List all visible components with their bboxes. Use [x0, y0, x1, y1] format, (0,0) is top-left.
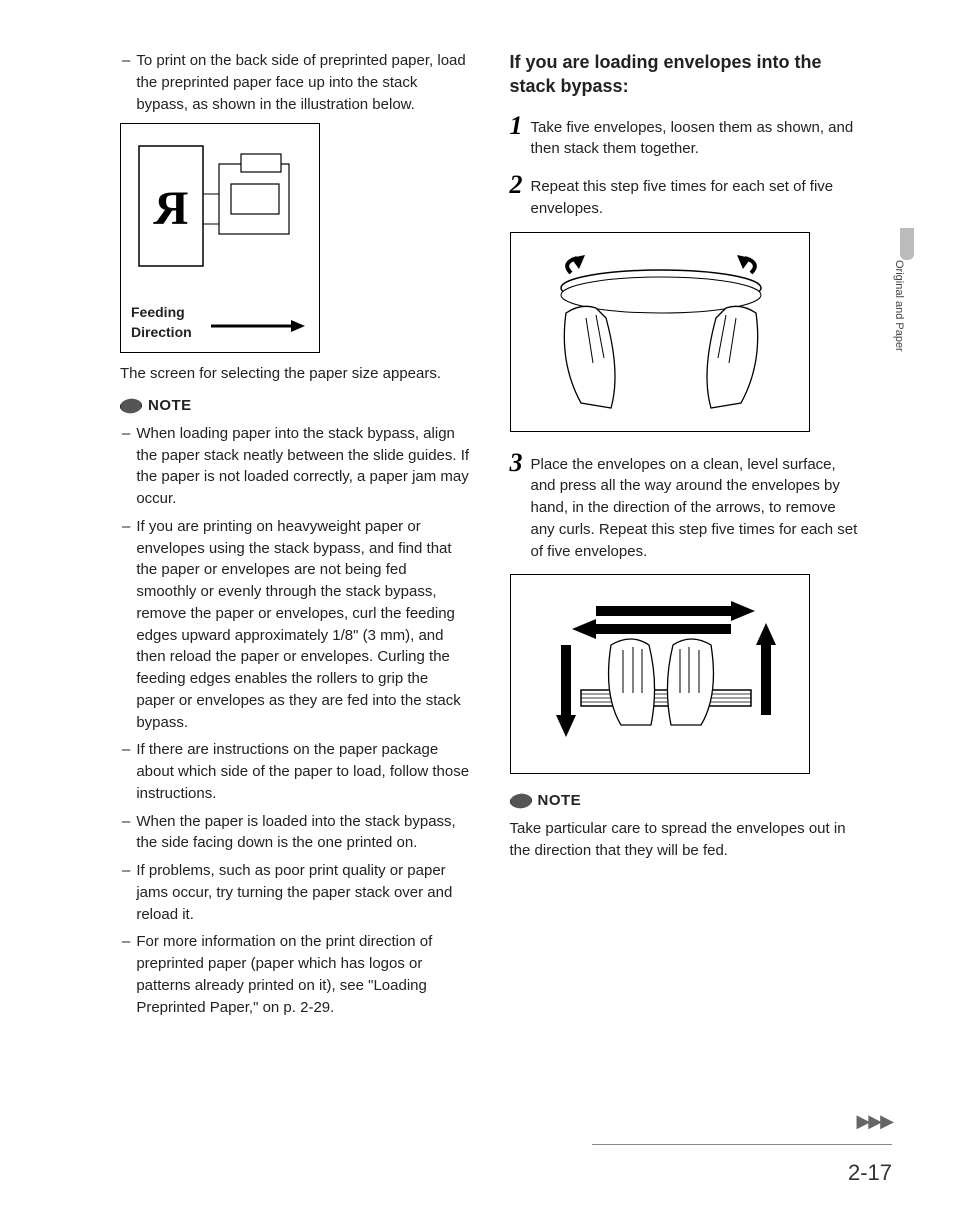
intro-bullet: – To print on the back side of preprinte…	[120, 50, 470, 115]
right-column: If you are loading envelopes into the st…	[510, 50, 895, 1024]
note-text-1: If you are printing on heavyweight paper…	[136, 516, 469, 734]
feeding-line1: Feeding	[131, 304, 185, 320]
step-number-1: 1	[510, 113, 523, 139]
footer-rule	[592, 1144, 892, 1145]
envelopes-heading: If you are loading envelopes into the st…	[510, 50, 860, 99]
note-item-2: – If there are instructions on the paper…	[120, 739, 470, 804]
note-heading-left: NOTE	[120, 395, 470, 417]
dash-icon: –	[122, 423, 130, 510]
illustration-feeding-direction: R Feeding Direction	[120, 123, 320, 353]
dash-icon: –	[122, 860, 130, 925]
note-text-0: When loading paper into the stack bypass…	[136, 423, 469, 510]
note-item-4: – If problems, such as poor print qualit…	[120, 860, 470, 925]
side-tab-label: Original and Paper	[890, 260, 906, 352]
page-footer: ▶▶▶ 2-17	[592, 1108, 892, 1189]
note-text-5: For more information on the print direct…	[136, 931, 469, 1018]
dash-icon: –	[122, 931, 130, 1018]
pencil-note-icon	[119, 397, 142, 415]
page-number: 2-17	[848, 1157, 892, 1189]
note-label-left: NOTE	[148, 395, 192, 417]
note-label-right: NOTE	[538, 790, 582, 812]
note-text-3: When the paper is loaded into the stack …	[136, 811, 469, 855]
pencil-note-icon	[509, 792, 532, 810]
intro-bullet-text: To print on the back side of preprinted …	[136, 50, 469, 115]
illustration-press-envelopes	[510, 574, 810, 774]
loosen-envelopes-svg	[511, 233, 811, 433]
dash-icon: –	[122, 50, 130, 115]
note-heading-right: NOTE	[510, 790, 860, 812]
note-item-1: – If you are printing on heavyweight pap…	[120, 516, 470, 734]
step-1: 1 Take five envelopes, loosen them as sh…	[510, 113, 860, 161]
dash-icon: –	[122, 739, 130, 804]
step-text-2: Repeat this step five times for each set…	[531, 176, 860, 220]
step-2: 2 Repeat this step five times for each s…	[510, 172, 860, 220]
side-tab-bar	[900, 228, 914, 260]
step-text-3: Place the envelopes on a clean, level su…	[531, 454, 860, 563]
step-number-3: 3	[510, 450, 523, 476]
page: – To print on the back side of preprinte…	[0, 0, 954, 1064]
note-item-5: – For more information on the print dire…	[120, 931, 470, 1018]
note-text-4: If problems, such as poor print quality …	[136, 860, 469, 925]
dash-icon: –	[122, 516, 130, 734]
illustration-loosen-envelopes	[510, 232, 810, 432]
note-item-0: – When loading paper into the stack bypa…	[120, 423, 470, 510]
after-illustration-text: The screen for selecting the paper size …	[120, 363, 470, 385]
note-text-right: Take particular care to spread the envel…	[510, 818, 860, 862]
continue-arrows-icon: ▶▶▶	[856, 1108, 892, 1134]
feeding-direction-label: Feeding Direction	[131, 302, 192, 343]
step-3: 3 Place the envelopes on a clean, level …	[510, 450, 860, 563]
left-column: – To print on the back side of preprinte…	[120, 50, 470, 1024]
note-text-2: If there are instructions on the paper p…	[136, 739, 469, 804]
dash-icon: –	[122, 811, 130, 855]
step-number-2: 2	[510, 172, 523, 198]
note-item-3: – When the paper is loaded into the stac…	[120, 811, 470, 855]
feeding-line2: Direction	[131, 324, 192, 340]
press-envelopes-svg	[511, 575, 811, 775]
svg-text:R: R	[152, 182, 188, 235]
step-text-1: Take five envelopes, loosen them as show…	[531, 117, 860, 161]
